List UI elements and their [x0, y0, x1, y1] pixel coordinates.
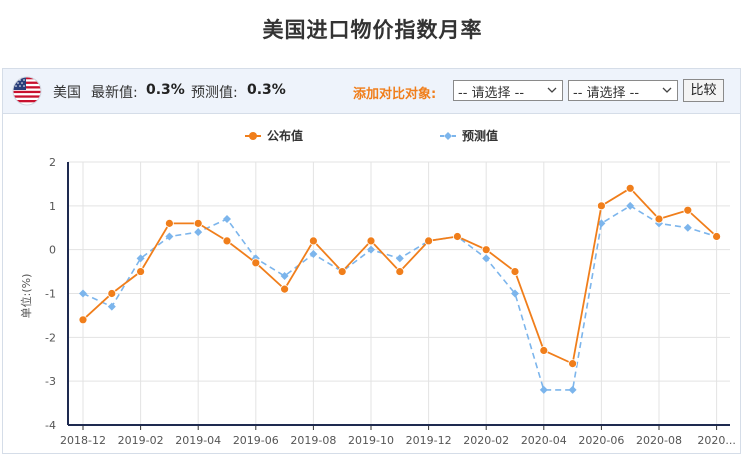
data-point-forecast[interactable] [568, 385, 577, 394]
data-point-actual[interactable] [452, 232, 462, 241]
data-point-actual[interactable] [654, 214, 664, 224]
y-tick-label: -4 [45, 419, 56, 432]
data-point-actual[interactable] [510, 267, 520, 276]
forecast-label: 预测值: [191, 85, 238, 101]
data-point-actual[interactable] [395, 267, 405, 276]
data-point-forecast[interactable] [107, 302, 116, 311]
y-axis-label: 单位:(%) [19, 274, 33, 319]
compare-label: 添加对比对象: [353, 87, 437, 102]
data-point-forecast[interactable] [280, 271, 289, 280]
data-point-forecast[interactable] [539, 385, 548, 394]
x-tick-label: 2018-12 [60, 434, 106, 447]
data-point-actual[interactable] [625, 183, 635, 193]
grid [68, 161, 730, 426]
x-tick-label: 2020-06 [578, 434, 624, 447]
legend-marker [249, 132, 257, 140]
x-tick-label: 2019-08 [290, 434, 336, 447]
x-tick-label: 2020... [697, 434, 735, 447]
legend-label: 预测值 [462, 128, 498, 143]
x-tick-label: 2020-04 [521, 434, 567, 447]
data-point-actual[interactable] [78, 315, 88, 325]
x-tick-label: 2019-04 [175, 434, 221, 447]
compare-button[interactable]: 比较 [683, 79, 724, 102]
data-point-actual[interactable] [280, 284, 290, 294]
data-point-forecast[interactable] [79, 289, 87, 298]
forecast-value: 0.3% [247, 82, 286, 98]
data-point-actual[interactable] [683, 205, 693, 215]
latest-value: 0.3% [146, 82, 185, 98]
data-point-actual[interactable] [539, 346, 549, 355]
data-point-actual[interactable] [222, 236, 232, 246]
data-point-actual[interactable] [366, 236, 376, 246]
data-point-forecast[interactable] [194, 228, 203, 237]
country-label: 美国 [53, 85, 81, 101]
legend-label: 公布值 [267, 128, 303, 143]
x-tick-label: 2019-06 [233, 434, 279, 447]
data-point-forecast[interactable] [626, 201, 635, 210]
x-tick-label: 2019-12 [406, 434, 452, 447]
legend-item-actual[interactable]: 公布值 [245, 128, 303, 143]
data-point-forecast[interactable] [165, 232, 174, 241]
data-point-actual[interactable] [251, 258, 261, 268]
us-flag-icon [12, 76, 42, 106]
data-point-actual[interactable] [136, 267, 146, 276]
series [78, 183, 721, 394]
y-tick-label: 2 [49, 156, 56, 169]
x-tick-label: 2020-08 [636, 434, 682, 447]
compare-select-1[interactable]: -- 请选择 -- [453, 80, 563, 101]
x-tick-label: 2019-10 [348, 434, 394, 447]
legend: 公布值 预测值 [245, 128, 498, 143]
data-point-actual[interactable] [597, 201, 606, 211]
data-point-forecast[interactable] [309, 250, 318, 259]
toolbar: 美国 最新值: 0.3% 预测值: 0.3% 添加对比对象: -- 请选择 --… [3, 69, 740, 114]
data-point-actual[interactable] [568, 359, 577, 369]
y-tick-label: -3 [45, 375, 56, 388]
data-point-actual[interactable] [193, 218, 203, 228]
y-tick-label: -2 [45, 331, 56, 344]
compare-select-2[interactable]: -- 请选择 -- [568, 80, 678, 101]
compare-select-1-value: -- 请选择 -- [458, 86, 525, 101]
chevron-down-icon [662, 87, 672, 93]
data-point-actual[interactable] [337, 267, 347, 276]
data-point-forecast[interactable] [683, 223, 692, 232]
data-point-forecast[interactable] [367, 245, 375, 254]
data-point-actual[interactable] [712, 232, 721, 241]
y-tick-label: 0 [49, 244, 56, 257]
y-tick-label: 1 [49, 200, 56, 213]
data-point-forecast[interactable] [482, 254, 491, 263]
y-tick-label: -1 [45, 288, 56, 301]
data-point-forecast[interactable] [511, 289, 519, 298]
data-point-actual[interactable] [308, 236, 318, 246]
legend-marker [444, 132, 452, 140]
data-point-actual[interactable] [424, 236, 434, 246]
axes: 2 1 0 -1 -2 -3 -4 2018-12 2019-02 2019-04 2019-06 2… [45, 156, 736, 447]
page-title: 美国进口物价指数月率 [262, 18, 483, 42]
series-line-forecast [82, 204, 717, 391]
chevron-down-icon [547, 87, 557, 93]
latest-label: 最新值: [91, 85, 138, 101]
x-tick-label: 2019-02 [118, 434, 164, 447]
data-point-forecast[interactable] [136, 254, 145, 263]
compare-select-2-value: -- 请选择 -- [573, 86, 640, 101]
data-point-actual[interactable] [481, 245, 491, 255]
x-tick-label: 2020-02 [463, 434, 509, 447]
data-point-forecast[interactable] [223, 214, 231, 223]
data-point-actual[interactable] [164, 218, 174, 228]
legend-item-forecast[interactable]: 预测值 [440, 128, 498, 143]
data-point-actual[interactable] [107, 289, 117, 298]
data-point-forecast[interactable] [395, 254, 404, 263]
